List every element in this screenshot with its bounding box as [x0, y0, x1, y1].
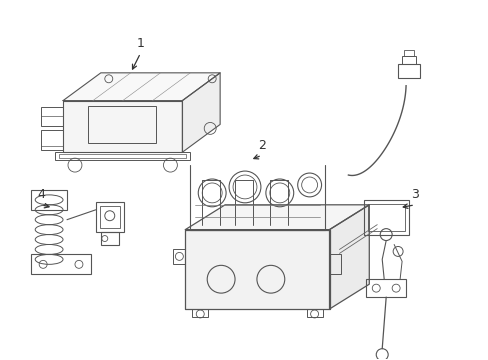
Bar [403, 50, 413, 56]
Bar [366, 279, 405, 297]
Bar [329, 255, 341, 274]
Text: 4: 4 [37, 188, 45, 201]
Polygon shape [185, 205, 368, 230]
Bar [173, 249, 185, 264]
Bar [367, 204, 404, 231]
Bar [88, 105, 155, 143]
Bar [55, 152, 190, 160]
Bar [31, 190, 67, 210]
Bar [401, 56, 415, 64]
Bar [101, 231, 119, 246]
Bar [306, 309, 322, 317]
Bar [96, 202, 123, 231]
Polygon shape [329, 205, 368, 309]
Text: 3: 3 [410, 188, 418, 201]
Polygon shape [185, 230, 329, 309]
Bar [41, 130, 63, 150]
Bar [100, 206, 120, 228]
Bar [397, 64, 419, 78]
Bar [59, 154, 186, 158]
Polygon shape [182, 73, 220, 152]
Polygon shape [63, 100, 182, 152]
Bar [31, 255, 91, 274]
Text: 1: 1 [136, 37, 144, 50]
Polygon shape [63, 73, 220, 100]
Bar [364, 200, 408, 235]
Text: 2: 2 [258, 139, 265, 152]
Bar [192, 309, 208, 317]
Bar [41, 107, 63, 126]
